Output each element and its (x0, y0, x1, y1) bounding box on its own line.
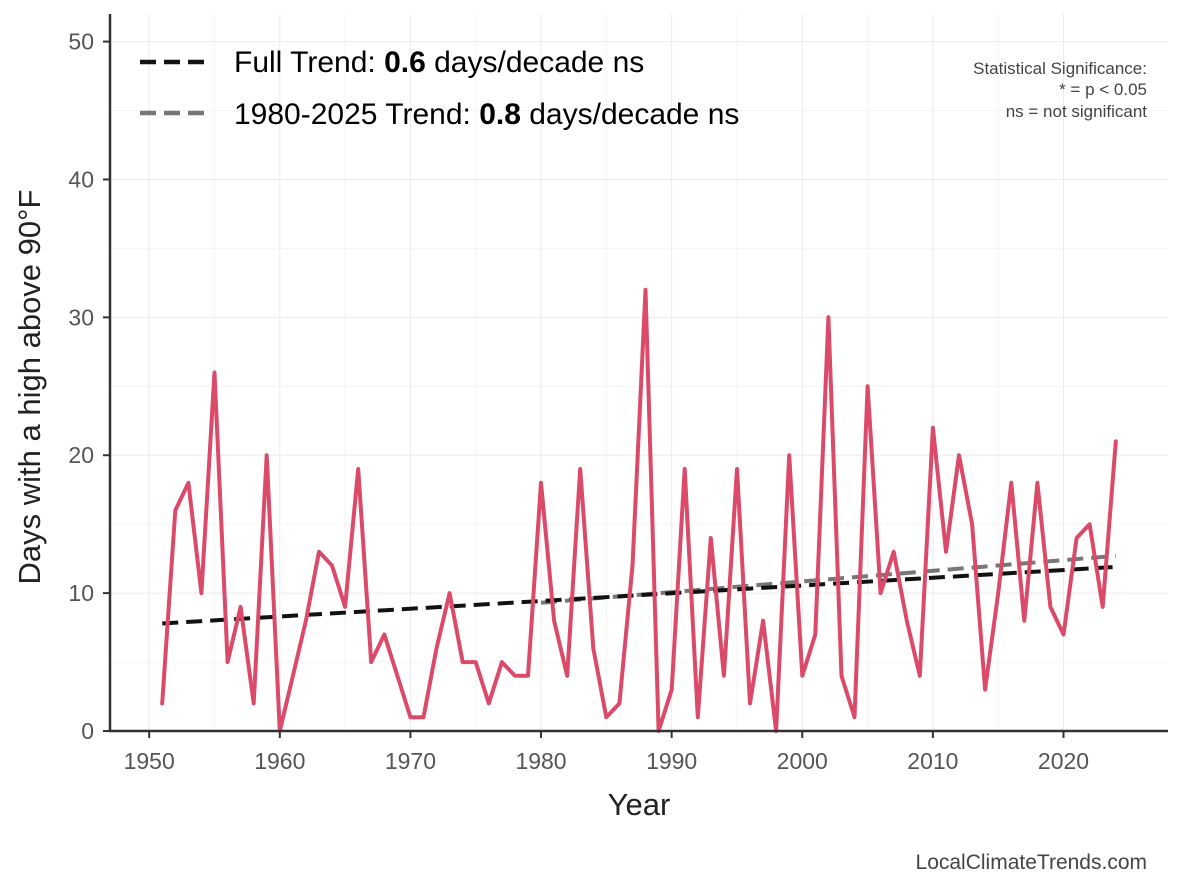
y-tick-label: 30 (68, 304, 94, 330)
x-tick-label: 1970 (385, 748, 436, 774)
x-tick-label: 1950 (124, 748, 175, 774)
x-tick-label: 2020 (1038, 748, 1089, 774)
x-tick-label: 1960 (254, 748, 305, 774)
legend-suffix: days/decade ns (426, 46, 644, 79)
y-tick-label: 40 (68, 166, 94, 192)
x-axis-title: Year (608, 787, 671, 822)
legend-label-recent-trend: 1980-2025 Trend: 0.8 days/decade ns (234, 98, 739, 131)
x-tick-label: 1990 (646, 748, 697, 774)
legend-value: 0.8 (479, 98, 521, 131)
legend-suffix: days/decade ns (521, 98, 739, 131)
data-series-line (160, 287, 1118, 733)
data-series (160, 287, 1118, 733)
y-tick-label: 10 (68, 580, 94, 606)
x-tick-label: 2000 (777, 748, 828, 774)
trend-line-full (162, 564, 1116, 626)
legend-prefix: Full Trend: (234, 46, 384, 79)
axes (108, 14, 1168, 733)
significance-note: Statistical Significance: * = p < 0.05 n… (973, 59, 1147, 121)
significance-threshold: * = p < 0.05 (1059, 80, 1147, 99)
legend-value: 0.6 (384, 46, 426, 79)
x-axis-ticks: 1950 1960 1970 1980 1990 2000 2010 2020 (124, 731, 1089, 774)
legend-prefix: 1980-2025 Trend: (234, 98, 479, 131)
x-tick-label: 1980 (515, 748, 566, 774)
y-axis-ticks: 0 10 20 30 40 50 (68, 29, 110, 744)
x-tick-label: 2010 (907, 748, 958, 774)
y-tick-label: 50 (68, 29, 94, 55)
significance-ns: ns = not significant (1006, 102, 1148, 121)
legend: Full Trend: 0.6 days/decade ns 1980-2025… (140, 46, 739, 131)
credit-text: LocalClimateTrends.com (916, 851, 1147, 874)
legend-label-full-trend: Full Trend: 0.6 days/decade ns (234, 46, 644, 79)
y-axis-title: Days with a high above 90°F (12, 190, 47, 585)
y-tick-label: 20 (68, 442, 94, 468)
y-tick-label: 0 (81, 718, 94, 744)
significance-title: Statistical Significance: (973, 59, 1147, 78)
